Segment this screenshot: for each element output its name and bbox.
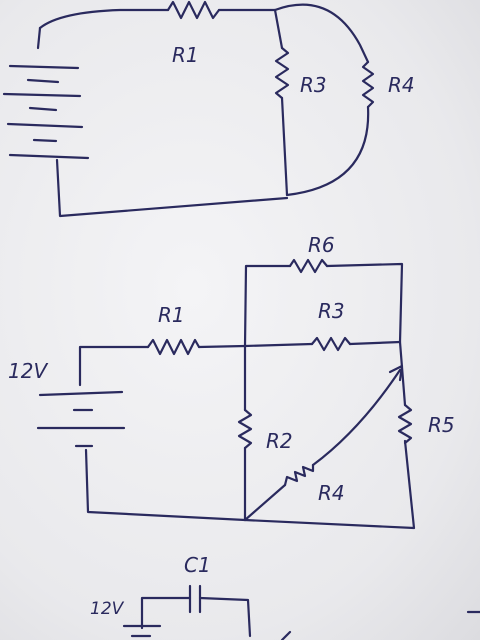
wire — [280, 96, 289, 197]
label-r6: R6 — [308, 233, 335, 257]
label-r4: R4 — [388, 73, 415, 97]
source-label: 12V — [8, 359, 48, 383]
resistor-r4 — [361, 60, 375, 109]
circuit-2: 12V R1 R6 R3 R2 R4 R5 — [8, 233, 455, 530]
capacitor-c1 — [188, 584, 202, 614]
label-r4: R4 — [318, 481, 345, 505]
wire — [78, 345, 150, 387]
wire — [325, 262, 404, 344]
battery-2 — [36, 390, 126, 448]
resistor-r6 — [288, 258, 329, 274]
wire — [243, 439, 416, 530]
resistor-r5 — [397, 403, 413, 445]
label-c1: C1 — [184, 553, 211, 577]
circuit-3: 12V C1 — [90, 553, 480, 640]
wire — [398, 340, 407, 407]
label-r2: R2 — [266, 429, 293, 453]
wire — [55, 158, 289, 218]
label-r1: R1 — [158, 303, 185, 327]
wire — [140, 596, 192, 630]
label-r3: R3 — [318, 299, 345, 323]
wire — [243, 483, 287, 522]
wire — [243, 264, 292, 348]
resistor-r2 — [237, 408, 253, 450]
wire — [243, 342, 314, 348]
resistor-r3 — [274, 46, 290, 100]
wire — [311, 368, 402, 467]
source-label: 12V — [90, 599, 125, 619]
wire — [273, 3, 370, 64]
label-r3: R3 — [300, 73, 327, 97]
battery-1 — [2, 64, 90, 160]
battery-3 — [122, 624, 162, 638]
resistor-r3 — [310, 336, 352, 352]
circuit-1: R1 R3 R4 — [2, 0, 415, 218]
wire — [84, 448, 247, 522]
wire — [36, 26, 42, 50]
wire — [285, 105, 370, 197]
wire — [38, 8, 170, 30]
label-r5: R5 — [428, 413, 455, 437]
wire — [280, 630, 292, 640]
label-r1: R1 — [172, 43, 199, 67]
wire — [198, 596, 252, 638]
arrow-head — [388, 364, 404, 382]
wire — [348, 340, 402, 346]
resistor-r1 — [146, 338, 201, 356]
wire — [197, 344, 247, 349]
wire — [273, 8, 284, 50]
resistor-r4 — [283, 463, 315, 487]
resistor-r1 — [166, 0, 221, 20]
